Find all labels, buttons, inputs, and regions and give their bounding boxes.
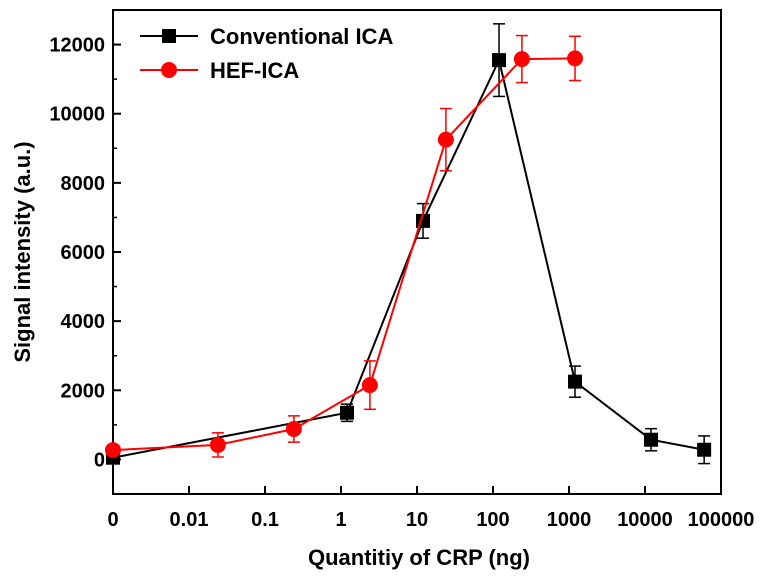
x-tick-label: 10 bbox=[406, 509, 428, 531]
data-point bbox=[697, 442, 712, 457]
y-tick-label: 0 bbox=[94, 449, 105, 471]
y-tick-label: 2000 bbox=[61, 380, 106, 402]
data-point bbox=[105, 442, 121, 459]
data-point bbox=[644, 432, 659, 447]
legend-label: HEF-ICA bbox=[210, 58, 299, 83]
y-tick-label: 4000 bbox=[61, 311, 106, 333]
x-tick-label: 1000 bbox=[547, 509, 592, 531]
data-point bbox=[285, 421, 302, 438]
series-layer bbox=[105, 23, 712, 465]
data-point bbox=[567, 50, 584, 67]
data-point bbox=[361, 377, 378, 394]
y-axis-title: Signal intensity (a.u.) bbox=[10, 141, 35, 362]
x-tick-label: 100 bbox=[476, 509, 509, 531]
series-line bbox=[112, 57, 576, 452]
legend-marker bbox=[162, 29, 176, 43]
y-tick-label: 6000 bbox=[61, 242, 106, 264]
plot-frame bbox=[112, 9, 722, 495]
x-tick-label: 1 bbox=[335, 509, 346, 531]
legend-item: Conventional ICA bbox=[140, 24, 393, 49]
data-point bbox=[513, 51, 530, 68]
data-point bbox=[340, 405, 355, 420]
legend-marker bbox=[161, 62, 177, 78]
x-axis-ticks: 0 0.01 0.1 1 10 100 1000 10000 100000 bbox=[107, 486, 754, 531]
series-hef-ica bbox=[105, 34, 584, 459]
x-tick-label: 10000 bbox=[617, 509, 673, 531]
legend-item: HEF-ICA bbox=[140, 58, 299, 83]
y-tick-label: 10000 bbox=[49, 104, 105, 126]
data-point bbox=[492, 53, 507, 68]
y-axis-ticks: 0 2000 4000 6000 8000 10000 12000 bbox=[49, 9, 121, 495]
x-tick-label: 0 bbox=[107, 509, 118, 531]
data-point bbox=[568, 374, 583, 389]
legend-label: Conventional ICA bbox=[210, 24, 393, 49]
x-tick-label: 100000 bbox=[688, 509, 755, 531]
x-tick-label: 0.01 bbox=[170, 509, 209, 531]
x-tick-label: 0.1 bbox=[251, 509, 279, 531]
data-point bbox=[209, 436, 226, 453]
series-conventional-ica bbox=[106, 23, 712, 465]
y-tick-label: 12000 bbox=[49, 35, 105, 57]
y-tick-label: 8000 bbox=[61, 173, 106, 195]
legend: Conventional ICA HEF-ICA bbox=[140, 24, 393, 83]
x-axis-title: Quantitiy of CRP (ng) bbox=[308, 545, 530, 570]
data-point bbox=[437, 131, 454, 148]
